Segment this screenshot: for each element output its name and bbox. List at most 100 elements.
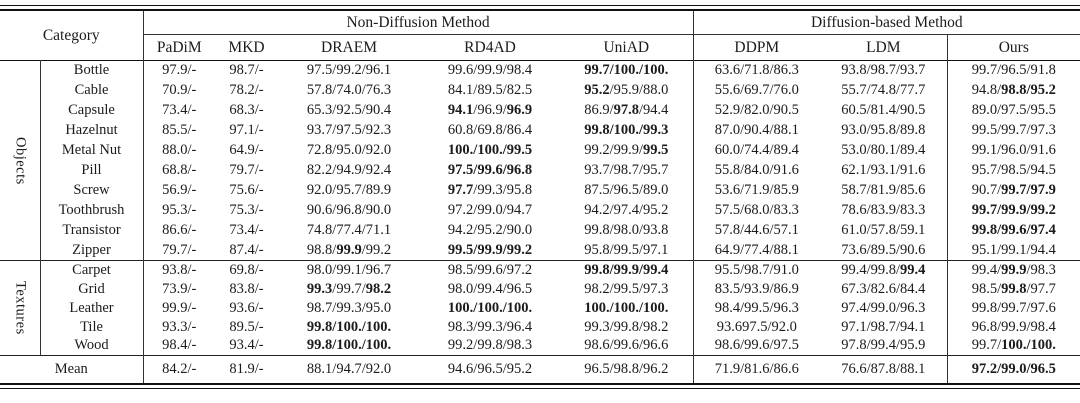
value-cell: 82.2/94.9/92.4 [306, 162, 392, 178]
value-cell: 97.8/99.4/95.9 [841, 337, 926, 354]
method-header-ours: Ours [946, 34, 1080, 61]
table-row: Hazelnut 85.5/- 97.1/- 93.7/97.5/92.3 60.8/6… [0, 120, 1080, 141]
value-cell: 73.6/89.5/90.6 [841, 241, 926, 258]
value-cell: 97.7/99.3/95.8 [447, 182, 533, 198]
value-cell: 94.8/98.8/95.2 [946, 80, 1080, 101]
category-cell: Capsule [68, 102, 115, 118]
value-cell: 99.5/99.9/99.2 [447, 241, 533, 258]
value-cell: 83.8/- [229, 280, 264, 297]
table-header: Category Non-Diffusion Method Diffusion-… [0, 11, 1080, 61]
value-cell: 55.8/84.0/91.6 [692, 160, 821, 181]
value-cell: 95.7/98.5/94.5 [946, 160, 1080, 181]
value-cell: 99.2/99.8/98.3 [447, 337, 533, 354]
table-row: Metal Nut 88.0/- 64.9/- 72.8/95.0/92.0 100./… [0, 140, 1080, 161]
diffusion-group-header: Diffusion-based Method [692, 11, 1080, 35]
value-cell: 99.7/99.9/99.2 [946, 200, 1080, 221]
value-cell: 99.3/99.8/98.2 [584, 318, 669, 335]
value-cell: 93.0/95.8/89.8 [841, 122, 926, 138]
value-cell: 75.3/- [229, 202, 264, 218]
value-cell: 61.0/57.8/59.1 [841, 222, 926, 238]
value-cell: 89.5/- [229, 318, 264, 335]
value-cell: 94.1/96.9/96.9 [447, 102, 533, 118]
category-cell: Grid [78, 280, 105, 297]
value-cell: 95.2/95.9/88.0 [584, 82, 669, 98]
value-cell: 64.9/- [229, 142, 264, 158]
value-cell: 75.6/- [229, 182, 264, 198]
value-cell: 62.1/93.1/91.6 [841, 162, 926, 178]
value-cell: 99.4/99.9/98.3 [946, 260, 1080, 280]
value-cell: 98.5/99.6/97.2 [447, 261, 533, 278]
value-cell: 93.697.5/92.0 [692, 317, 821, 337]
value-cell: 73.4/- [142, 100, 216, 121]
value-cell: 87.5/96.5/89.0 [584, 182, 669, 198]
value-cell: 68.3/- [229, 102, 264, 118]
value-cell: 98.0/99.1/96.7 [306, 261, 392, 278]
category-cell: Bottle [73, 62, 110, 79]
value-cell: 78.6/83.9/83.3 [841, 202, 926, 218]
value-cell: 98.0/99.4/96.5 [447, 280, 533, 297]
value-cell: 99.4/99.8/99.4 [841, 261, 926, 278]
value-cell: 90.7/99.7/97.9 [946, 180, 1080, 201]
section-label-textures: Textures [0, 260, 41, 356]
value-cell: 99.7/96.5/91.8 [946, 60, 1080, 81]
table-row: Leather 99.9/- 93.6/- 98.7/99.3/95.0 100./10… [0, 298, 1080, 318]
value-cell: 68.8/- [142, 160, 216, 181]
value-cell: 53.6/71.9/85.9 [692, 180, 821, 201]
value-cell: 100./100./99.5 [447, 142, 533, 158]
category-cell: Leather [69, 299, 114, 316]
value-cell: 97.2/99.0/94.7 [447, 202, 533, 218]
value-cell: 83.5/93.9/86.9 [692, 279, 821, 299]
value-cell: 97.1/98.7/94.1 [841, 318, 926, 335]
value-cell: 93.4/- [229, 337, 264, 354]
value-cell: 55.6/69.7/76.0 [692, 80, 821, 101]
value-cell: 93.6/- [229, 299, 264, 316]
value-cell: 99.3/99.7/98.2 [306, 280, 392, 297]
table-row: Pill 68.8/- 79.7/- 82.2/94.9/92.4 97.5/99.6/… [0, 160, 1080, 181]
value-cell: 87.0/90.4/88.1 [692, 120, 821, 141]
value-cell: 57.8/44.6/57.1 [692, 220, 821, 241]
table-bottom-rule [0, 382, 1080, 389]
category-cell: Screw [73, 182, 110, 198]
value-cell: 99.1/96.0/91.6 [946, 140, 1080, 161]
table-row: Zipper 79.7/- 87.4/- 98.8/99.9/99.2 99.5/99.… [0, 240, 1080, 261]
value-cell: 98.8/99.9/99.2 [306, 241, 392, 258]
value-cell: 89.0/97.5/95.5 [946, 100, 1080, 121]
value-cell: 98.3/99.3/96.4 [447, 318, 533, 335]
value-cell: 99.8/100./99.3 [584, 122, 669, 138]
category-cell: Cable [74, 82, 109, 98]
value-cell: 98.6/99.6/97.5 [692, 336, 821, 356]
mean-value-cell: 96.5/98.8/96.2 [584, 360, 669, 377]
value-cell: 94.2/95.2/90.0 [447, 222, 533, 238]
mean-row: Mean 84.2/- 81.9/- 88.1/94.7/92.0 94.6/96.5/… [0, 355, 1080, 383]
value-cell: 93.3/- [142, 317, 216, 337]
value-cell: 70.9/- [142, 80, 216, 101]
table-row: Toothbrush 95.3/- 75.3/- 90.6/96.8/90.0 97.2… [0, 200, 1080, 221]
value-cell: 99.7/100./100. [584, 62, 669, 79]
method-header-draem: DRAEM [321, 38, 377, 56]
mean-value-cell: 81.9/- [229, 360, 264, 377]
category-cell: Transistor [62, 222, 121, 238]
value-cell: 98.7/- [229, 62, 264, 79]
value-cell: 99.8/100./100. [306, 318, 392, 335]
mean-section: Mean 84.2/- 81.9/- 88.1/94.7/92.0 94.6/96.5/… [0, 355, 1080, 383]
value-cell: 73.9/- [142, 279, 216, 299]
value-cell: 84.1/89.5/82.5 [447, 82, 533, 98]
method-header-rd4ad: RD4AD [464, 38, 516, 56]
value-cell: 67.3/82.6/84.4 [841, 280, 926, 297]
value-cell: 97.5/99.6/96.8 [447, 162, 533, 178]
value-cell: 100./100./100. [584, 299, 669, 316]
value-cell: 95.5/98.7/91.0 [692, 260, 821, 280]
value-cell: 90.6/96.8/90.0 [306, 202, 392, 218]
value-cell: 78.2/- [229, 82, 264, 98]
value-cell: 99.8/98.0/93.8 [584, 222, 669, 238]
table-row: Tile 93.3/- 89.5/- 99.8/100./100. 98.3/99.3/… [0, 317, 1080, 337]
value-cell: 74.8/77.4/71.1 [306, 222, 392, 238]
value-cell: 93.8/- [142, 260, 216, 280]
value-cell: 98.4/99.5/96.3 [692, 298, 821, 318]
value-cell: 65.3/92.5/90.4 [306, 102, 392, 118]
value-cell: 98.2/99.5/97.3 [584, 280, 669, 297]
table-row: Screw 56.9/- 75.6/- 92.0/95.7/89.9 97.7/99.3… [0, 180, 1080, 201]
value-cell: 58.7/81.9/85.6 [841, 182, 926, 198]
category-cell: Carpet [72, 261, 111, 278]
